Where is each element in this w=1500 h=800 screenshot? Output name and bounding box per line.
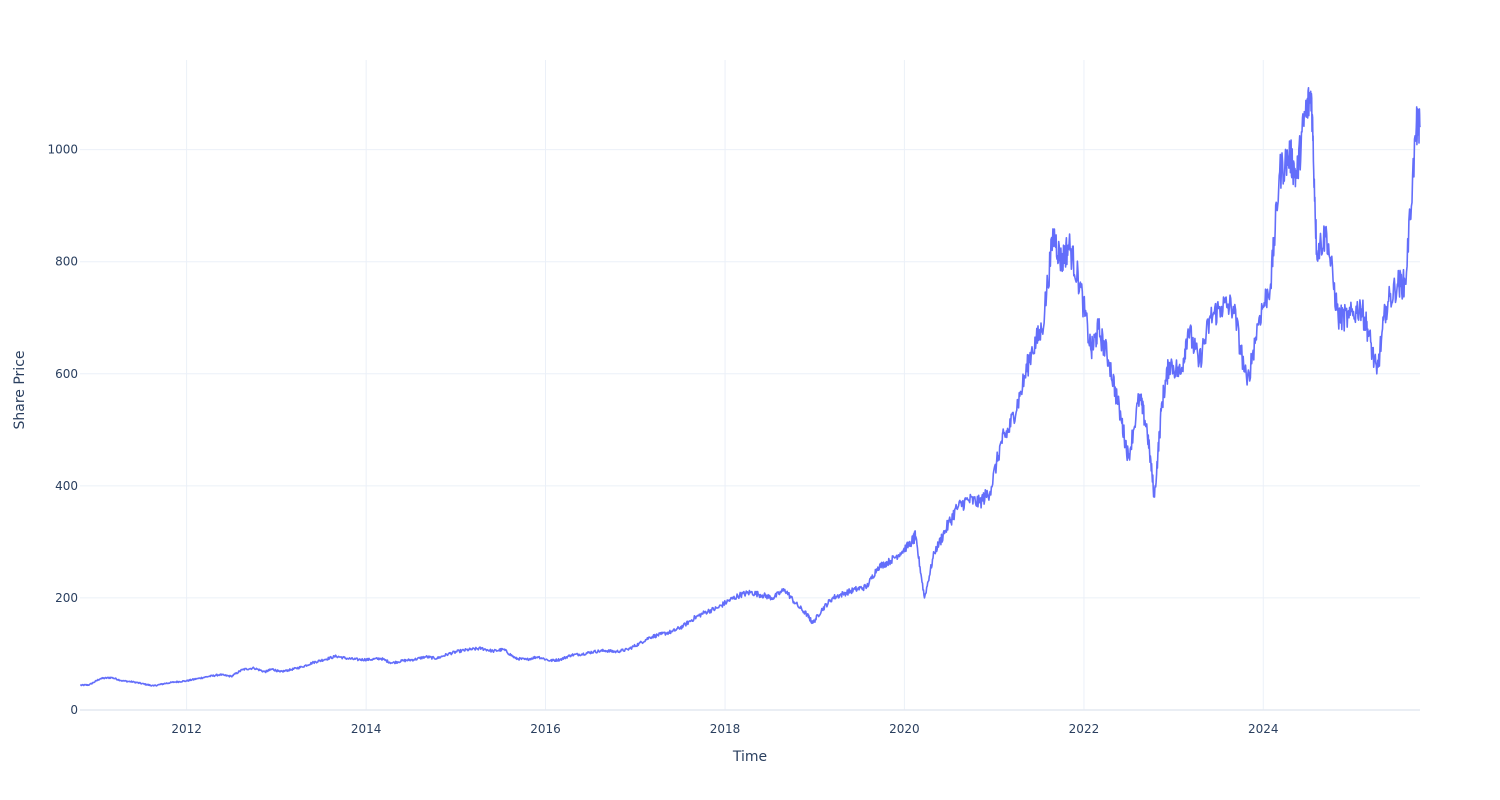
x-tick-label: 2016: [530, 722, 561, 736]
y-tick-label: 800: [55, 255, 78, 269]
axis-ticks: 2012 2014 2016 2018 2020 2022 2024 0 200 400 600 80…: [47, 143, 1278, 736]
plot-background: [80, 60, 1420, 710]
y-tick-label: 400: [55, 479, 78, 493]
x-tick-label: 2012: [171, 722, 202, 736]
x-tick-label: 2020: [889, 722, 920, 736]
x-tick-label: 2022: [1069, 722, 1100, 736]
y-tick-label: 600: [55, 367, 78, 381]
x-tick-label: 2024: [1248, 722, 1279, 736]
x-tick-label: 2018: [710, 722, 741, 736]
y-tick-label: 200: [55, 591, 78, 605]
share-price-line: [79, 87, 1421, 687]
gridlines: [80, 60, 1420, 711]
x-tick-label: 2014: [351, 722, 382, 736]
y-tick-label: 0: [70, 703, 78, 717]
y-tick-label: 1000: [47, 143, 78, 157]
y-axis-title: Share Price: [12, 350, 28, 429]
x-axis-title: Time: [732, 749, 767, 765]
